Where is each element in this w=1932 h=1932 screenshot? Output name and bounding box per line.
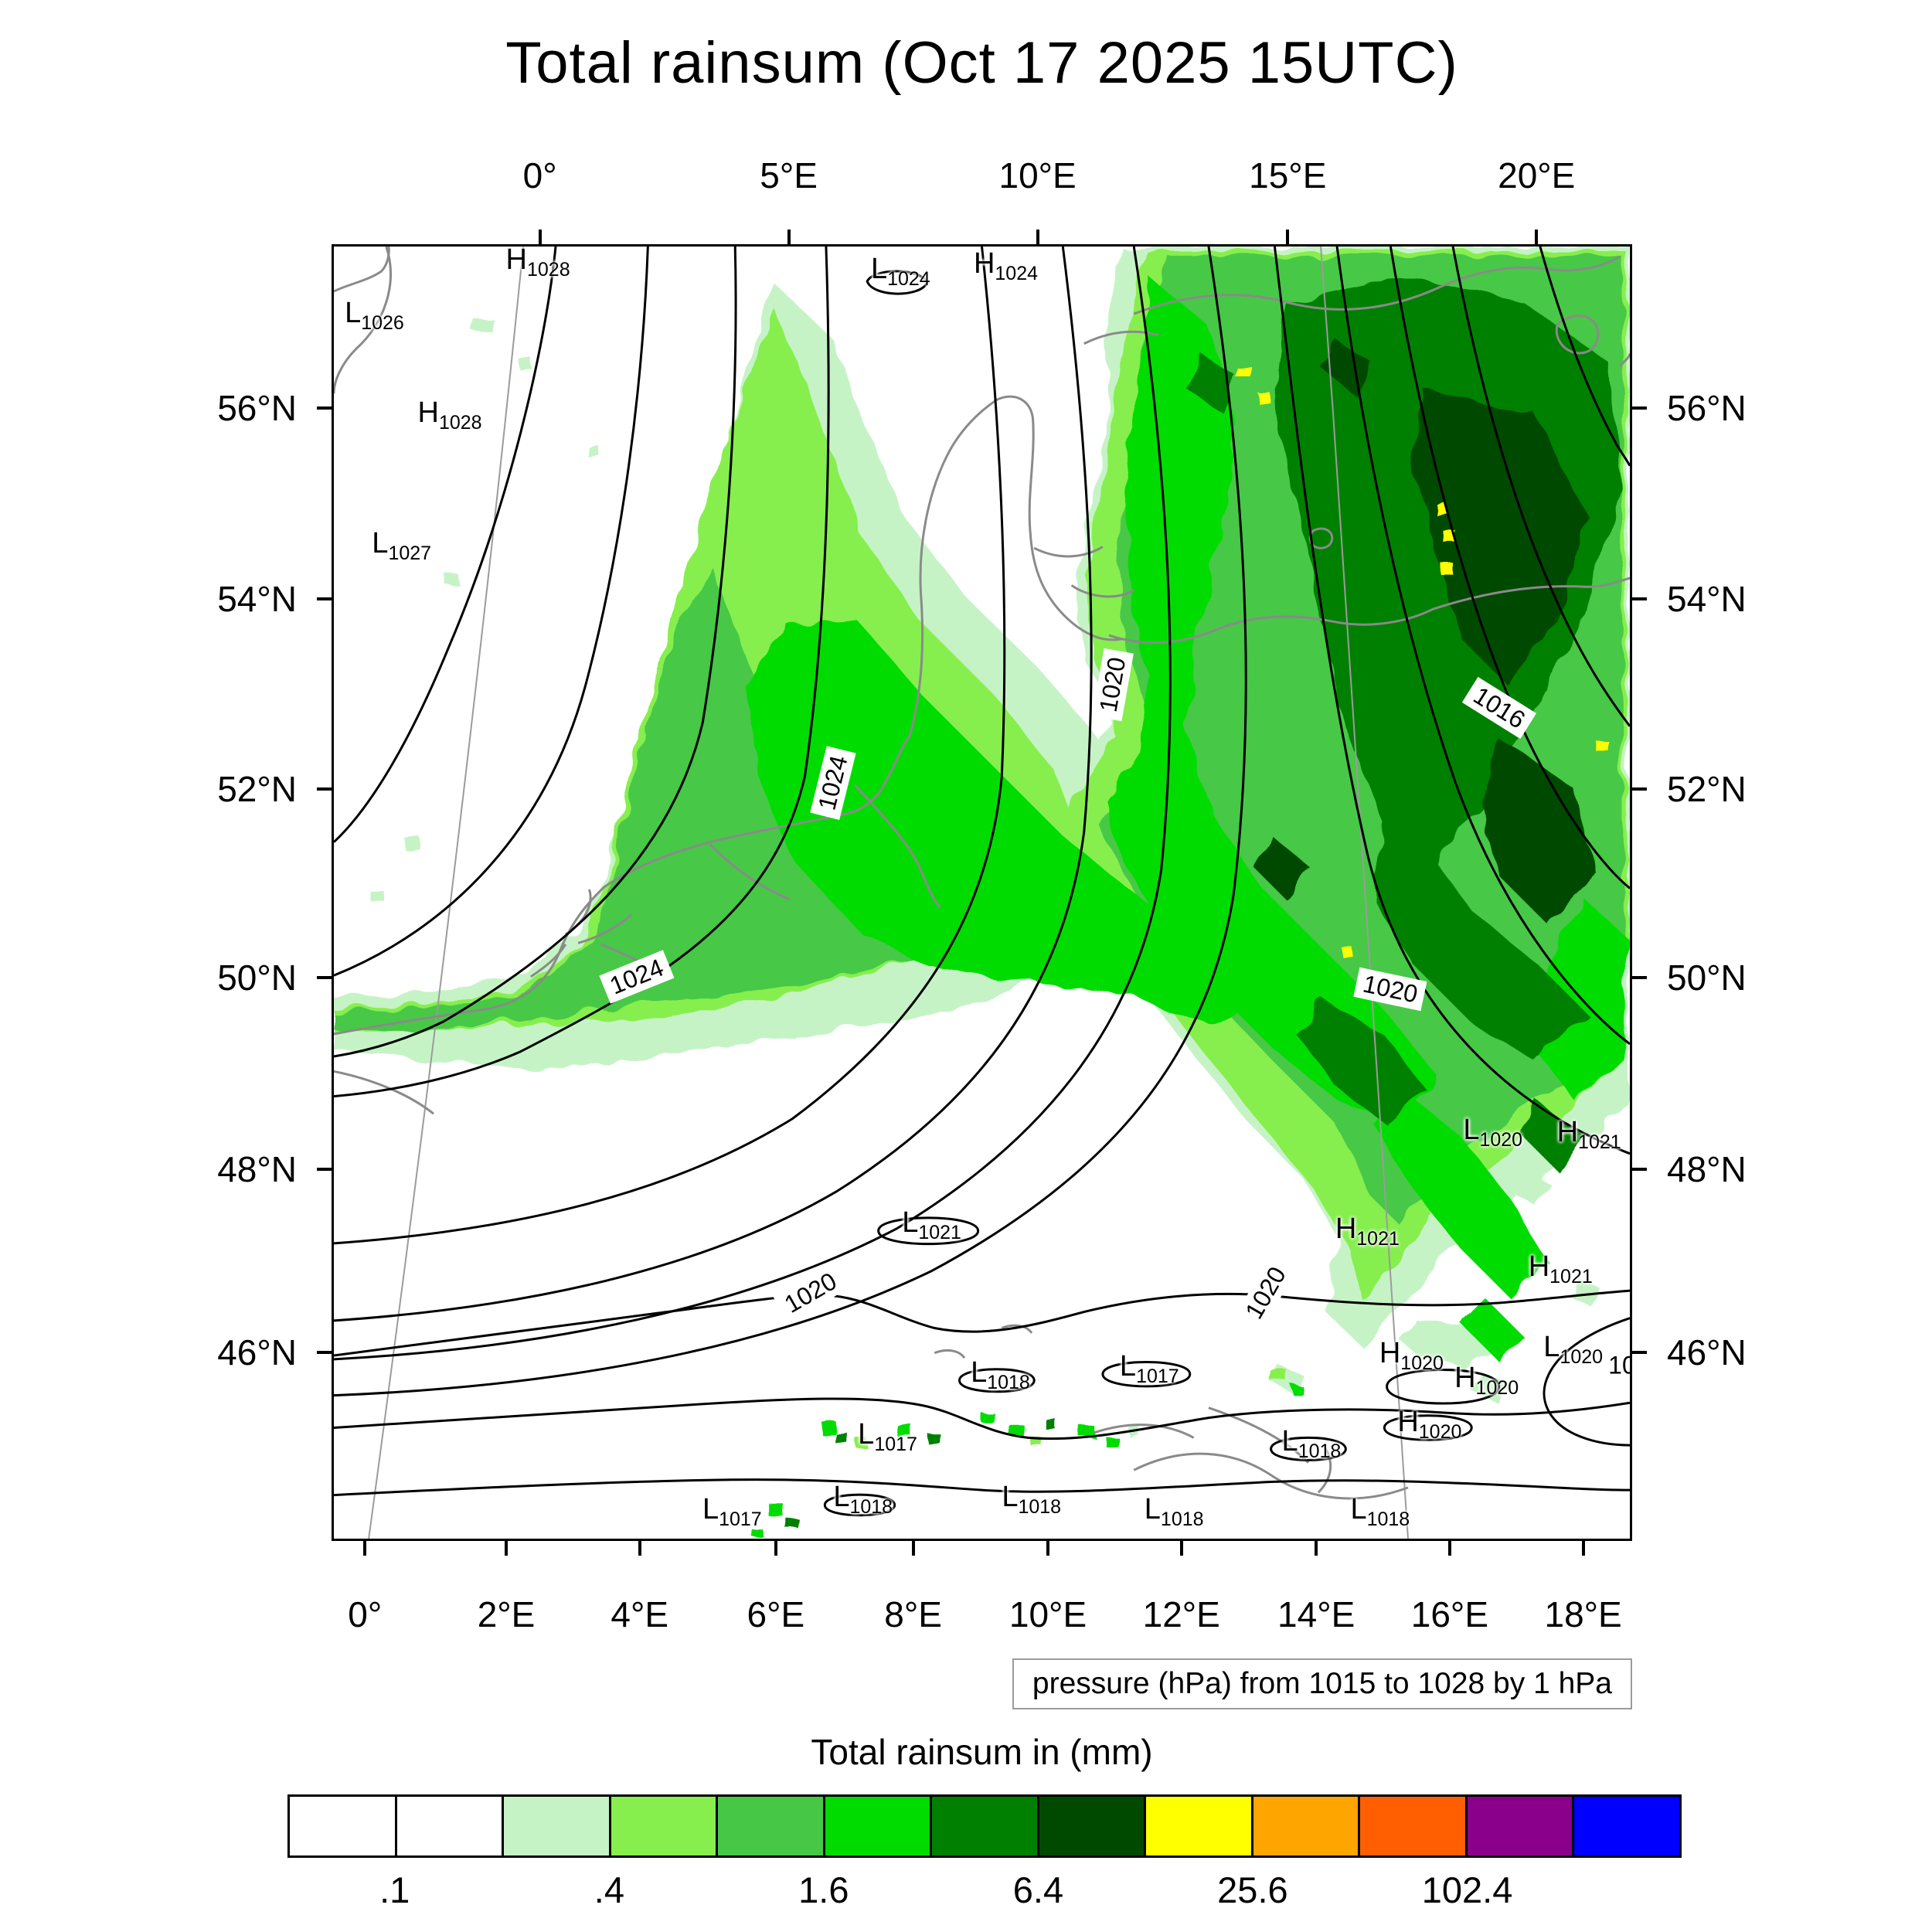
axis-bottom-label: 12°E	[1142, 1594, 1220, 1634]
rain-field	[334, 247, 1630, 1538]
axis-bottom-tick	[638, 1539, 641, 1556]
colorbar-labels: .1 .4 1.6 6.4 25.6 102.4	[287, 1869, 1682, 1918]
axis-left-label: 48°N	[217, 1148, 297, 1189]
axis-bottom-tick	[1046, 1539, 1050, 1556]
axis-bottom-label: 14°E	[1277, 1594, 1355, 1634]
axis-right-tick	[1630, 1351, 1647, 1355]
colorbar-label-102.4: 102.4	[1421, 1869, 1513, 1910]
axis-bottom-tick	[774, 1539, 777, 1556]
rain-layer-very-dark	[1254, 338, 1598, 925]
axis-bottom-label: 8°E	[884, 1594, 942, 1634]
axis-left-label: 52°N	[217, 769, 297, 810]
colorbar-cell-0	[290, 1797, 395, 1855]
axis-right-label: 50°N	[1667, 957, 1747, 998]
map-canvas	[334, 247, 1630, 1539]
axis-bottom-label: 6°E	[747, 1594, 805, 1634]
colorbar-cell-6	[930, 1797, 1037, 1855]
axis-right-tick	[1630, 976, 1647, 980]
axis-right-tick	[1630, 1167, 1647, 1171]
axis-left-label: 56°N	[217, 388, 297, 428]
axis-right-tick	[1630, 406, 1647, 410]
axis-top-label: 15°E	[1249, 155, 1327, 196]
axis-left-tick	[317, 1351, 334, 1355]
axis-right-tick	[1630, 787, 1647, 791]
axis-bottom-label: 4°E	[611, 1594, 669, 1634]
colorbar-cell-10	[1358, 1797, 1465, 1855]
colorbar-label-1.6: 1.6	[798, 1869, 849, 1910]
axis-bottom-label: 18°E	[1544, 1594, 1622, 1634]
axis-top-tick	[538, 230, 542, 247]
colorbar-cell-7	[1036, 1797, 1145, 1855]
map-plot-area: 1024 1024 1020 1016 1020 1020 1020 10 H1028 L102…	[217, 155, 1747, 1634]
axis-right-label: 46°N	[1667, 1332, 1747, 1373]
colorbar-label-6.4: 6.4	[1012, 1869, 1064, 1910]
colorbar-label-.1: .1	[379, 1869, 410, 1910]
axis-right-label: 54°N	[1667, 579, 1747, 620]
colorbar-cell-4	[716, 1797, 823, 1855]
axis-bottom-tick	[1581, 1539, 1585, 1556]
axis-bottom-tick	[1447, 1539, 1451, 1556]
colorbar-cell-8	[1144, 1797, 1251, 1855]
axis-bottom-label: 2°E	[477, 1594, 536, 1634]
coastlines	[334, 247, 1630, 1498]
axis-right-label: 56°N	[1667, 388, 1747, 428]
axis-bottom-tick	[911, 1539, 915, 1556]
axis-right-tick	[1630, 597, 1647, 601]
axis-top-tick	[1286, 230, 1290, 247]
pressure-caption: pressure (hPa) from 1015 to 1028 by 1 hP…	[1012, 1658, 1632, 1709]
axis-top-label: 10°E	[998, 155, 1077, 196]
colorbar-cell-3	[608, 1797, 716, 1855]
page-title: Total rainsum (Oct 17 2025 15UTC)	[505, 30, 1458, 96]
pressure-contours	[334, 247, 1630, 1515]
axis-bottom-tick	[363, 1539, 367, 1556]
colorbar-cell-5	[822, 1797, 930, 1855]
axis-bottom-label: 16°E	[1410, 1594, 1489, 1634]
axis-left-label: 46°N	[217, 1332, 297, 1373]
axis-top-tick	[1036, 230, 1039, 247]
axis-top-tick	[1535, 230, 1539, 247]
colorbar-cell-11	[1464, 1797, 1573, 1855]
axis-top-label: 5°E	[760, 155, 818, 196]
axis-right-label: 52°N	[1667, 769, 1747, 810]
colorbar	[287, 1794, 1682, 1858]
rain-layer-yellow	[1238, 369, 1607, 958]
axis-left-tick	[317, 406, 334, 410]
axis-top-tick	[787, 230, 791, 247]
axis-left-tick	[317, 976, 334, 980]
axis-bottom-label: 10°E	[1009, 1594, 1087, 1634]
axis-bottom-tick	[505, 1539, 509, 1556]
axis-right-label: 48°N	[1667, 1148, 1747, 1189]
colorbar-cell-2	[502, 1797, 609, 1855]
colorbar-cell-1	[394, 1797, 502, 1855]
axis-left-tick	[317, 597, 334, 601]
axis-top-label: 0°	[522, 155, 557, 196]
axis-bottom-label: 0°	[348, 1594, 383, 1634]
axis-top-label: 20°E	[1498, 155, 1576, 196]
colorbar-cell-9	[1250, 1797, 1359, 1855]
axis-bottom-tick	[1315, 1539, 1318, 1556]
colorbar-label-.4: .4	[594, 1869, 624, 1910]
axis-left-label: 50°N	[217, 957, 297, 998]
axis-left-tick	[317, 1167, 334, 1171]
legend-title: Total rainsum in (mm)	[811, 1732, 1153, 1772]
axis-bottom-tick	[1179, 1539, 1183, 1556]
colorbar-label-25.6: 25.6	[1217, 1869, 1288, 1910]
colorbar-cell-12	[1572, 1797, 1679, 1855]
axis-left-tick	[317, 787, 334, 791]
axis-left-label: 54°N	[217, 579, 297, 620]
